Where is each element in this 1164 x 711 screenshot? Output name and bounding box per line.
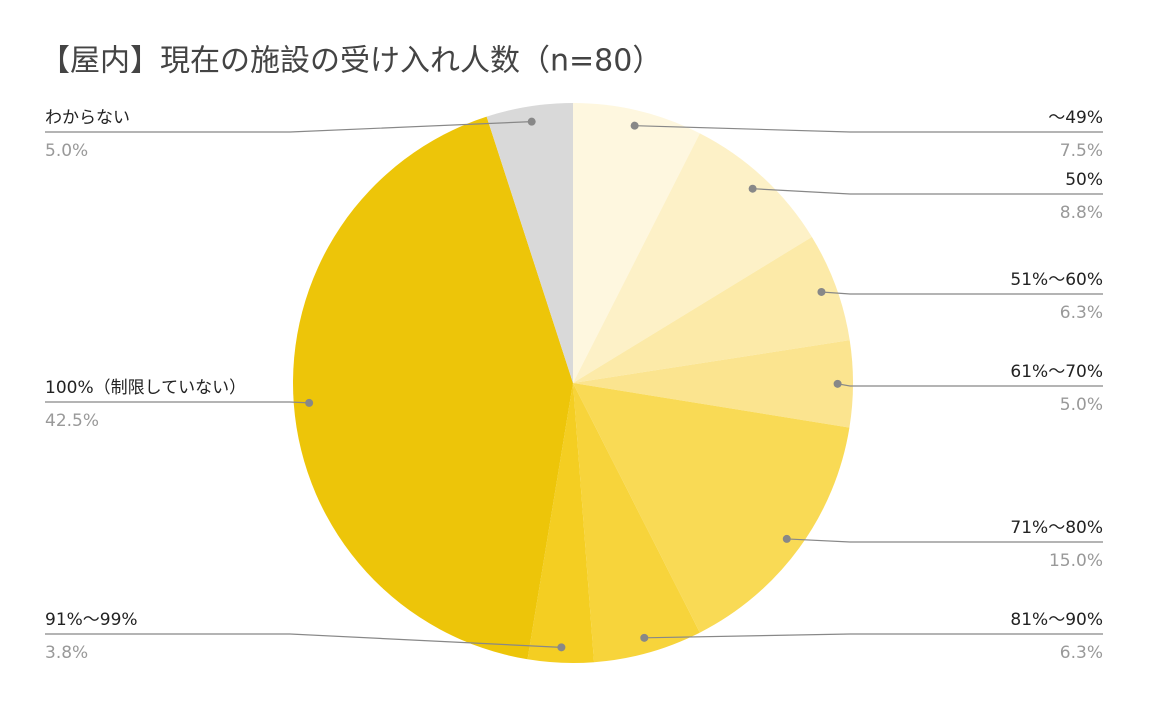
pie-slice	[527, 383, 595, 664]
pie-slice	[573, 383, 700, 663]
slice-label: 61%〜70%	[1010, 362, 1103, 382]
leader-line	[837, 383, 1103, 387]
leader-dot	[630, 121, 639, 130]
leader-dot	[817, 287, 826, 296]
slice-label: 81%〜90%	[1010, 610, 1103, 630]
slice-value: 5.0%	[1060, 395, 1103, 415]
leader-line	[45, 633, 562, 648]
leader-dot	[782, 534, 791, 543]
leader-dot	[748, 184, 757, 193]
leader-line	[45, 401, 310, 404]
leader-line	[752, 188, 1103, 195]
slice-value: 8.8%	[1060, 203, 1103, 223]
leader-line	[45, 121, 532, 133]
leader-dot	[640, 633, 649, 642]
slice-label: 100%（制限していない）	[45, 378, 246, 398]
slice-value: 15.0%	[1049, 551, 1103, 571]
slice-label: 71%〜80%	[1010, 518, 1103, 538]
pie-slice	[486, 103, 573, 383]
leader-line	[821, 291, 1103, 295]
slice-label: 50%	[1065, 170, 1103, 190]
leader-line	[644, 633, 1103, 639]
slice-value: 42.5%	[45, 411, 99, 431]
slice-value: 6.3%	[1060, 303, 1103, 323]
slice-value: 6.3%	[1060, 643, 1103, 663]
slice-value: 3.8%	[45, 643, 88, 663]
pie-slice	[292, 116, 573, 660]
pie-slice	[573, 236, 850, 383]
leader-dot	[527, 117, 536, 126]
slice-label: 51%〜60%	[1010, 270, 1103, 290]
leader-dot	[833, 379, 842, 388]
pie-slice	[573, 340, 854, 428]
slice-label: 91%〜99%	[45, 610, 138, 630]
leader-dot	[305, 398, 314, 407]
chart-title: 【屋内】現在の施設の受け入れ人数（n=80）	[40, 44, 662, 79]
slice-value: 7.5%	[1060, 141, 1103, 161]
leader-dot	[557, 643, 566, 652]
slice-label: わからない	[45, 108, 130, 128]
slice-value: 5.0%	[45, 141, 88, 161]
leader-line	[786, 538, 1103, 543]
pie-slice	[573, 133, 812, 383]
leader-line	[634, 125, 1103, 133]
pie-slice	[573, 103, 700, 383]
slice-label: 〜49%	[1048, 108, 1103, 128]
pie-slice	[573, 383, 850, 633]
